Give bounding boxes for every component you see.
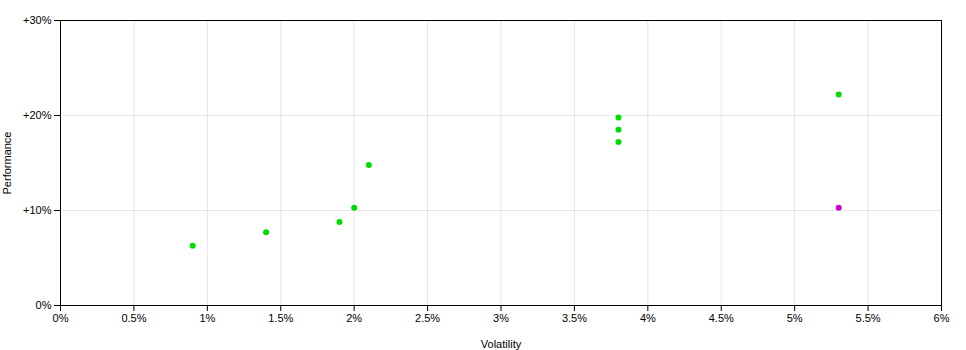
svg-text:3%: 3% — [493, 312, 509, 324]
svg-text:+20%: +20% — [23, 109, 52, 121]
svg-text:4%: 4% — [640, 312, 656, 324]
svg-text:1%: 1% — [199, 312, 215, 324]
svg-text:+10%: +10% — [23, 204, 52, 216]
svg-text:4.5%: 4.5% — [709, 312, 734, 324]
svg-text:0.5%: 0.5% — [121, 312, 146, 324]
svg-text:0%: 0% — [36, 299, 52, 311]
svg-text:0%: 0% — [53, 312, 69, 324]
svg-text:2%: 2% — [346, 312, 362, 324]
svg-text:1.5%: 1.5% — [268, 312, 293, 324]
svg-text:Volatility: Volatility — [481, 338, 522, 350]
svg-text:2.5%: 2.5% — [415, 312, 440, 324]
svg-text:3.5%: 3.5% — [562, 312, 587, 324]
svg-text:+30%: +30% — [23, 14, 52, 26]
svg-text:Performance: Performance — [1, 132, 13, 195]
svg-text:5.5%: 5.5% — [856, 312, 881, 324]
svg-text:5%: 5% — [787, 312, 803, 324]
svg-text:6%: 6% — [934, 312, 950, 324]
